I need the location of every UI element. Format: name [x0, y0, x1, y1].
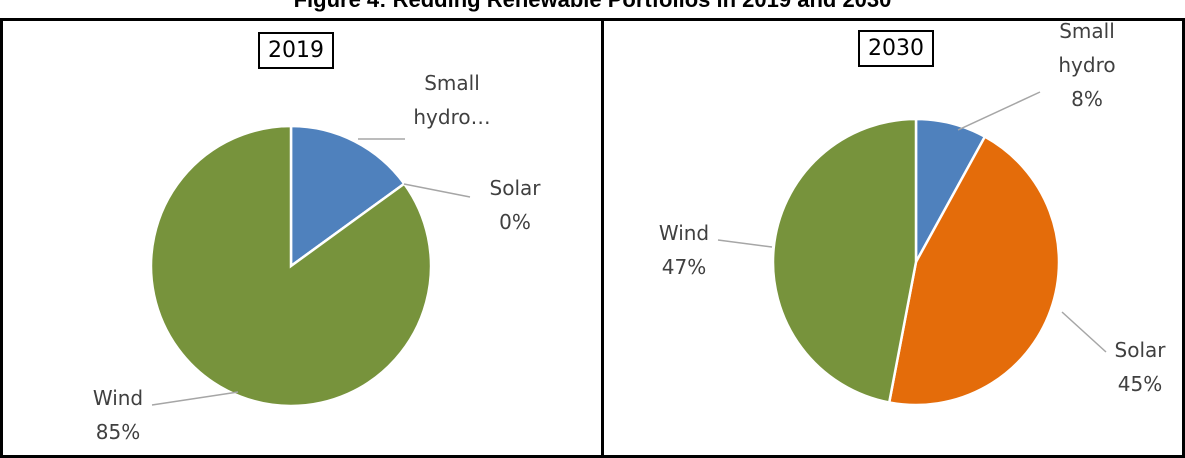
- value-label: 0%: [499, 210, 531, 234]
- leader-line: [717, 239, 773, 248]
- value-label: 47%: [661, 255, 707, 279]
- data-label: Small hydro 8%: [1037, 14, 1137, 116]
- chart-title: 2030: [858, 30, 934, 67]
- chart-title: 2019: [258, 32, 334, 69]
- leader-line: [151, 391, 239, 406]
- data-label: Small hydro…: [402, 66, 502, 134]
- data-label: Wind 47%: [634, 216, 734, 284]
- leader-line: [403, 183, 471, 198]
- pie-slice: [289, 124, 407, 269]
- data-label: Solar 0%: [465, 171, 565, 239]
- pie-slice: [887, 134, 1061, 407]
- figure-title: Figure 4: Redding Renewable Portfolios i…: [0, 0, 1185, 13]
- category-label: Small hydro: [1058, 19, 1116, 77]
- category-label: Solar: [1114, 338, 1166, 362]
- pie-slice: [149, 124, 433, 408]
- pie-slice: [771, 117, 918, 404]
- category-label: Solar: [489, 176, 541, 200]
- data-label: Solar 45%: [1090, 333, 1185, 401]
- value-label: 8%: [1071, 87, 1103, 111]
- category-label: Wind: [92, 386, 144, 410]
- leader-line: [957, 91, 1041, 131]
- value-label: 45%: [1117, 372, 1163, 396]
- category-label: Wind: [658, 221, 710, 245]
- leader-line: [1061, 311, 1107, 353]
- category-label: Small hydro…: [413, 71, 491, 129]
- data-label: Wind 85%: [68, 381, 168, 449]
- value-label: 85%: [95, 420, 141, 444]
- charts: [149, 91, 1107, 408]
